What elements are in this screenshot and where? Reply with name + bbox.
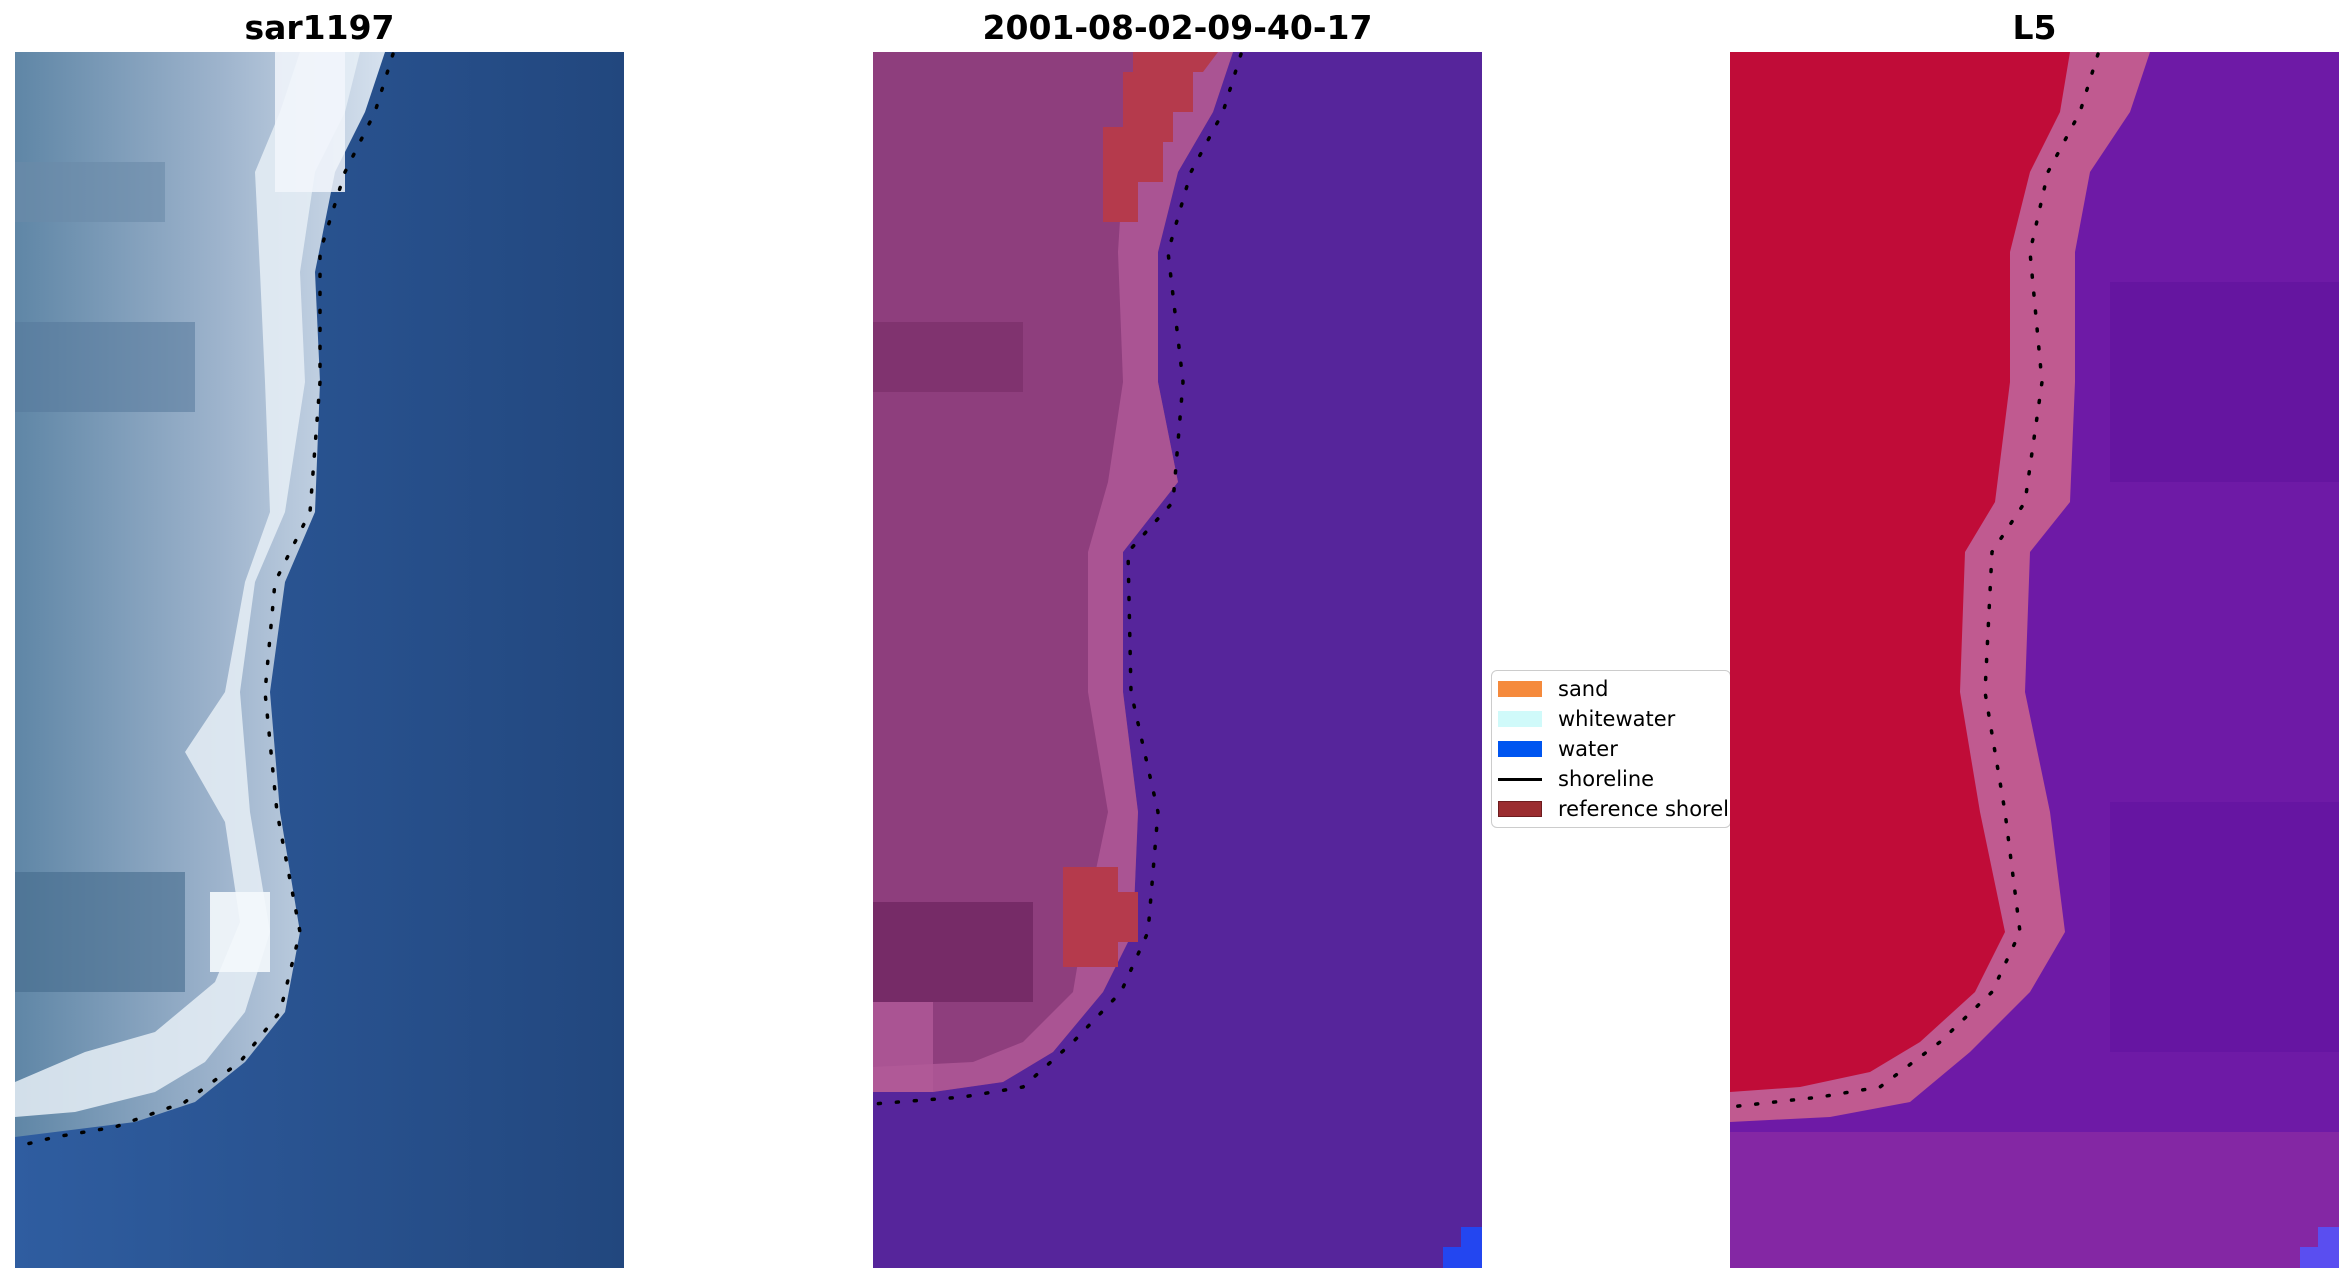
- classified-light-margin: [873, 52, 1233, 1092]
- sand-swatch: [1498, 681, 1542, 697]
- legend-label-shoreline: shoreline: [1558, 767, 1655, 791]
- rgb-image-panel: [15, 52, 624, 1268]
- l5-bottom-band: [1730, 1132, 2339, 1268]
- legend-label-whitewater: whitewater: [1558, 707, 1676, 731]
- l5-water-corner: [2300, 1227, 2339, 1268]
- legend-label-reference-shoreline: reference shoreline: [1558, 797, 1730, 821]
- classified-water-corner: [1443, 1227, 1482, 1268]
- legend-item-sand: sand: [1492, 673, 1730, 703]
- legend-label-water: water: [1558, 737, 1618, 761]
- shoreline-line: [15, 52, 395, 1149]
- rgb-bright-patch-top: [275, 52, 345, 192]
- shoreline-line-swatch: [1498, 778, 1542, 781]
- rgb-surf-band: [15, 52, 360, 1117]
- l5-water-dark-1: [2110, 282, 2339, 482]
- panel-title-l5: L5: [2012, 8, 2057, 47]
- legend-item-water: water: [1492, 733, 1730, 763]
- rgb-dark-patch-1: [15, 162, 165, 222]
- rgb-dark-patch-2: [15, 322, 195, 412]
- water-swatch: [1498, 741, 1542, 757]
- legend: sand whitewater water shoreline referenc…: [1491, 670, 1731, 828]
- l5-index-image: [1730, 52, 2339, 1268]
- reference-shoreline-patch-top: [1103, 52, 1218, 222]
- classified-image: [873, 52, 1482, 1268]
- classified-dark-patch-1: [873, 322, 1023, 392]
- reference-shoreline-patch-bottom: [1063, 867, 1138, 967]
- classified-image-panel: [873, 52, 1482, 1268]
- rgb-dark-patch-3: [15, 872, 185, 992]
- l5-land-area: [1730, 52, 2070, 1092]
- l5-image-panel: [1730, 52, 2339, 1268]
- rgb-satellite-image: [15, 52, 624, 1268]
- legend-item-whitewater: whitewater: [1492, 703, 1730, 733]
- classified-dark-patch-2: [873, 902, 1033, 1002]
- legend-label-sand: sand: [1558, 677, 1609, 701]
- reference-shoreline-swatch: [1498, 801, 1542, 817]
- legend-item-shoreline: shoreline: [1492, 763, 1730, 793]
- rgb-bright-patch: [210, 892, 270, 972]
- whitewater-swatch: [1498, 711, 1542, 727]
- panel-title-rgb: sar1197: [244, 8, 395, 47]
- panel-title-classified: 2001-08-02-09-40-17: [982, 8, 1373, 47]
- classified-pale-patch: [873, 1002, 933, 1092]
- l5-water-dark-2: [2110, 802, 2339, 1052]
- legend-item-reference-shoreline: reference shoreline: [1492, 793, 1730, 823]
